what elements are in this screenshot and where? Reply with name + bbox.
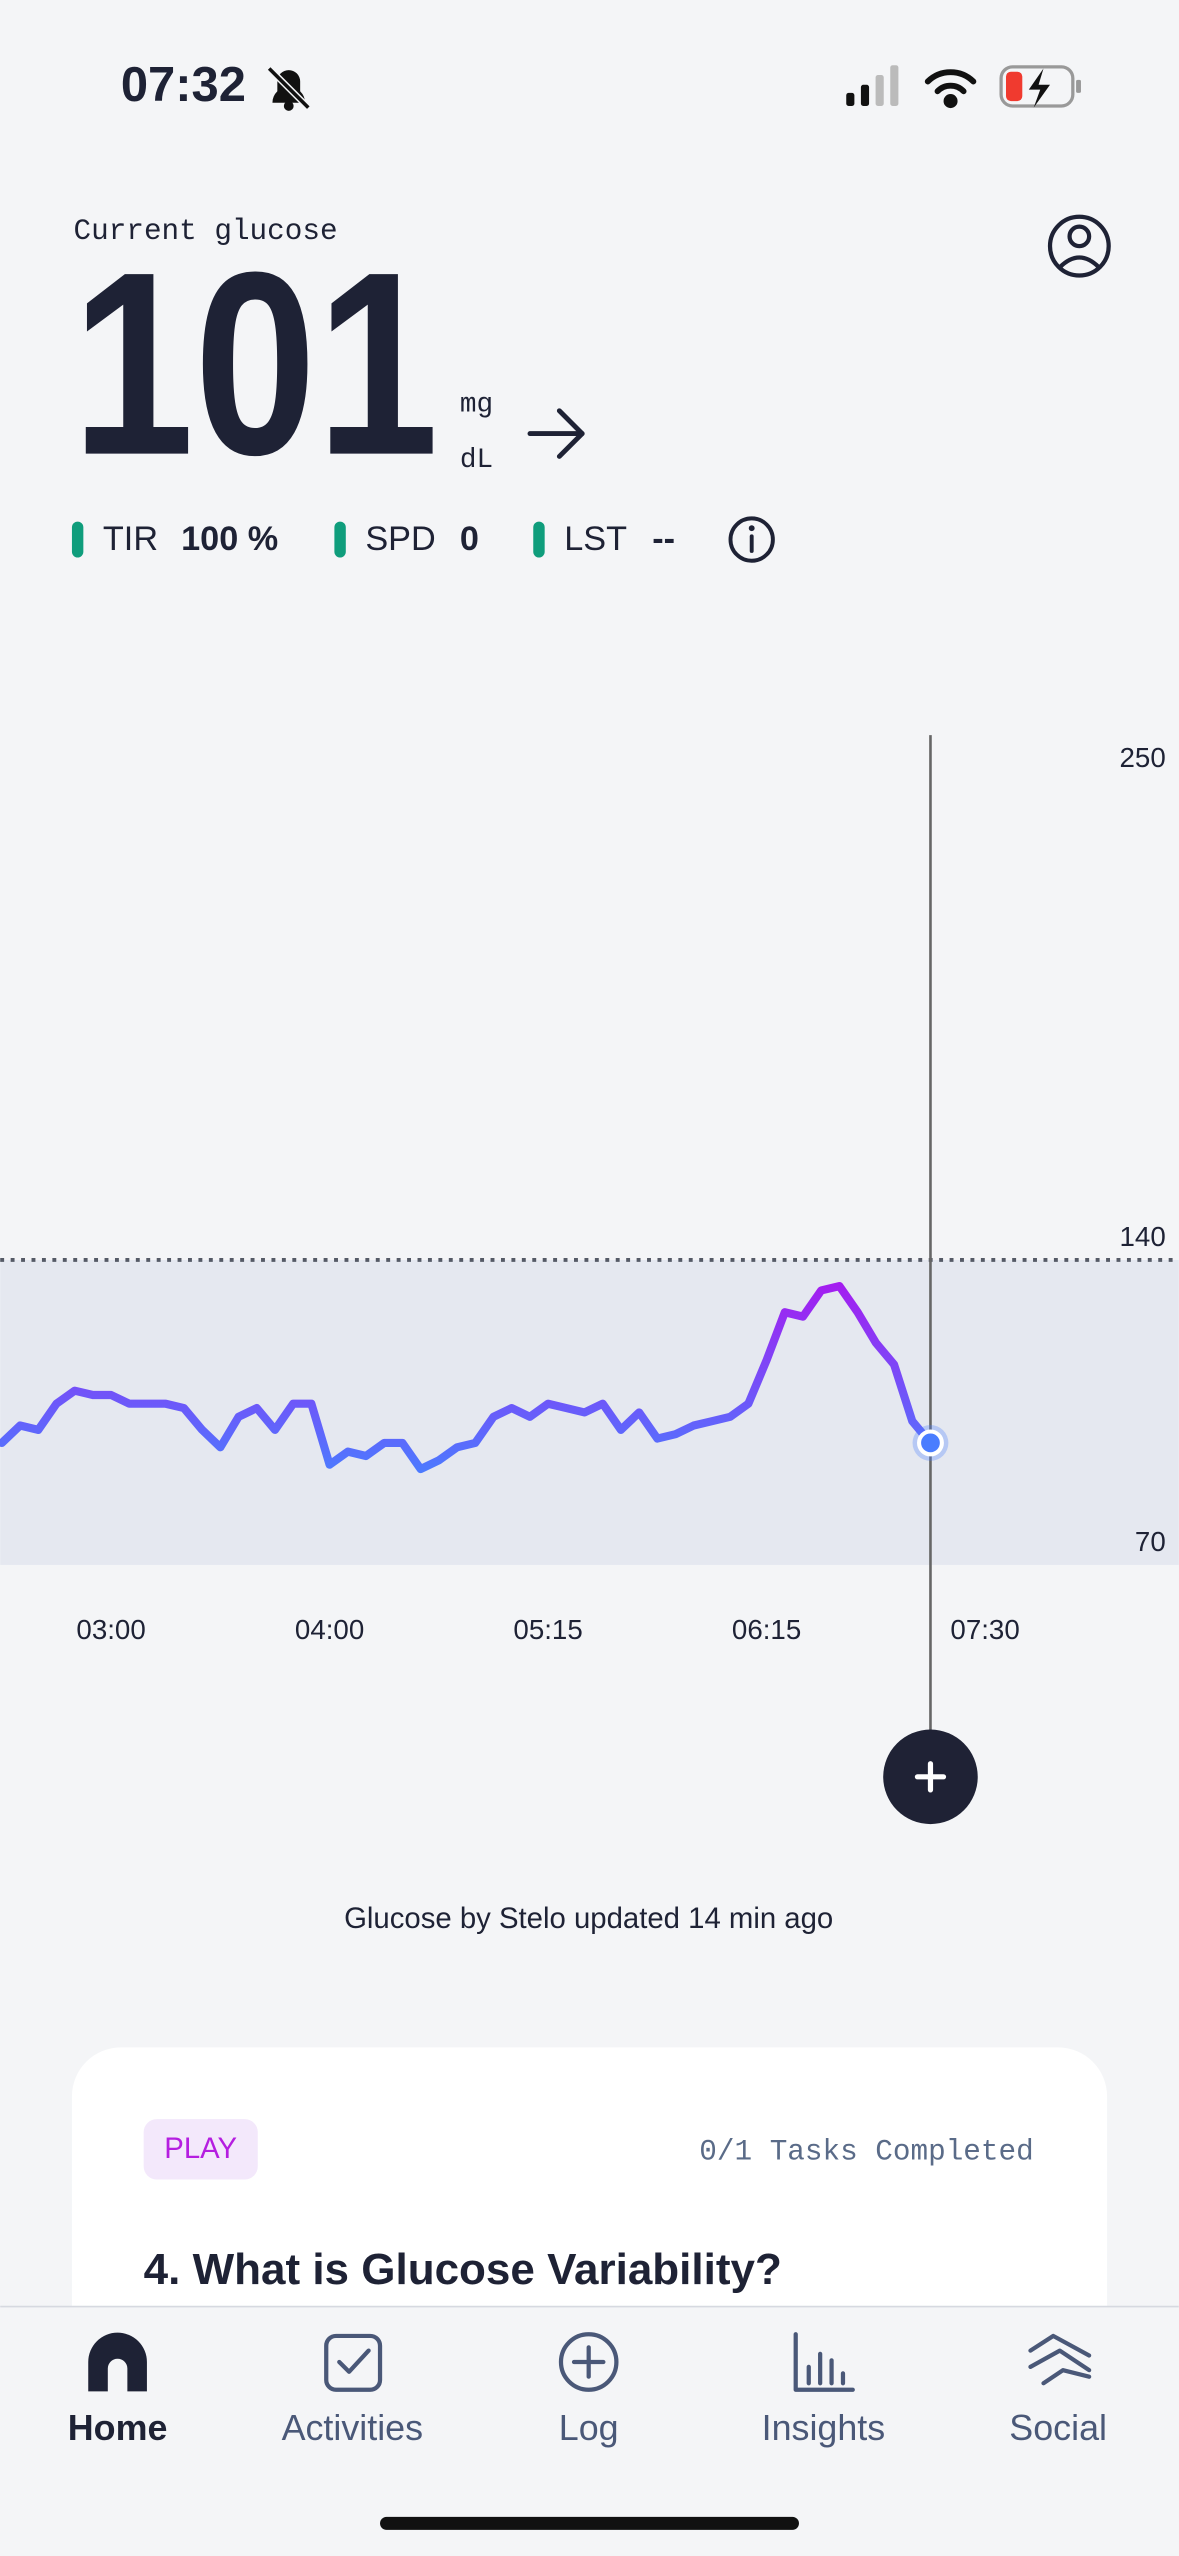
nav-home[interactable]: Home: [68, 2332, 168, 2448]
status-time: 07:32: [121, 58, 246, 112]
current-glucose-label: Current glucose: [74, 215, 338, 248]
current-point: [917, 1429, 944, 1457]
y-tick-label: 70: [1135, 1526, 1166, 1557]
x-tick-label: 05:15: [513, 1614, 582, 1645]
lesson-card[interactable]: PLAY 0/1 Tasks Completed 4. What is Gluc…: [71, 2047, 1108, 2438]
info-button[interactable]: [728, 516, 775, 563]
card-title: 4. What is Glucose Variability?: [144, 2245, 782, 2294]
x-tick-label: 07:30: [950, 1614, 1019, 1645]
nav-label: Home: [68, 2408, 168, 2448]
glucose-line: [0, 1282, 935, 1474]
glucose-chart: 70 140 250 03:00 04:00 05:15 06:15 07:30: [0, 735, 1179, 1825]
y-tick-label: 250: [1120, 742, 1166, 773]
tag-background: [143, 2119, 258, 2180]
add-button[interactable]: [883, 1729, 978, 1825]
card-tag: PLAY: [164, 2132, 237, 2165]
nav-label: Activities: [282, 2408, 423, 2448]
card-background: [71, 2047, 1108, 2307]
update-note: Glucose by Stelo updated 14 min ago: [344, 1902, 833, 1935]
metric-value: 100 %: [181, 520, 278, 558]
x-tick-label: 06:15: [732, 1614, 801, 1645]
unit-bottom: dL: [460, 445, 493, 476]
nav-insights[interactable]: Insights: [762, 2332, 886, 2448]
trend-arrow: [527, 408, 585, 459]
metric-name: LST: [564, 520, 627, 558]
unit-top: mg: [460, 390, 493, 421]
nav-label: Insights: [762, 2408, 886, 2448]
profile-button[interactable]: [1047, 214, 1111, 278]
metric-indicator: [71, 521, 84, 558]
nav-label: Log: [559, 2408, 619, 2448]
card-progress: 0/1 Tasks Completed: [699, 2135, 1033, 2168]
metric-value: --: [652, 520, 675, 558]
glucose-value: 101: [72, 219, 439, 510]
nav-log[interactable]: Log: [559, 2332, 619, 2448]
x-tick-label: 04:00: [295, 1614, 364, 1645]
signal-icon: [846, 65, 899, 106]
metric-name: SPD: [365, 520, 435, 558]
home-indicator: [380, 2516, 799, 2530]
metric-value: 0: [460, 520, 479, 558]
y-tick-label: 140: [1120, 1221, 1166, 1252]
metric-indicator: [533, 521, 545, 558]
metric-indicator: [334, 521, 346, 558]
x-tick-label: 03:00: [76, 1614, 145, 1645]
mute-icon: [266, 66, 311, 111]
nav-label: Social: [1009, 2408, 1107, 2448]
wifi-icon: [924, 69, 977, 109]
metric-name: TIR: [103, 520, 158, 558]
battery-icon: [999, 65, 1081, 108]
add-button-plus: [914, 1761, 947, 1793]
nav-activities[interactable]: Activities: [282, 2333, 423, 2448]
nav-social[interactable]: Social: [1009, 2333, 1107, 2448]
